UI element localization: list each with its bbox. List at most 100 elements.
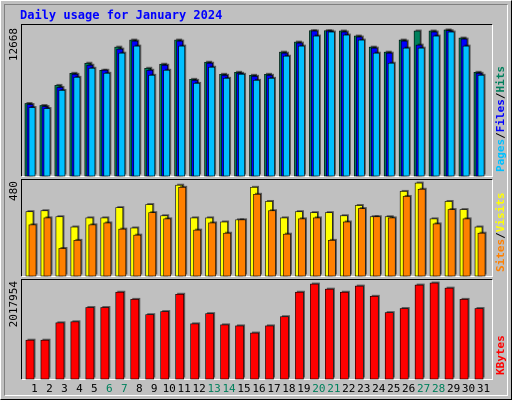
x-tick-label: 6: [106, 382, 113, 395]
legend-separator: /: [494, 232, 507, 239]
bar: [444, 287, 454, 380]
x-tick-label: 31: [477, 382, 490, 395]
panel-border: [21, 179, 493, 277]
bar: [253, 80, 260, 177]
bar: [298, 218, 306, 277]
panel-border: [21, 279, 493, 380]
bar: [220, 324, 229, 380]
bar: [148, 212, 157, 277]
bar: [85, 307, 95, 380]
bar: [28, 107, 36, 177]
bar: [343, 34, 350, 177]
x-tick-label: 26: [402, 382, 415, 395]
y-tick-label: 12668: [7, 28, 20, 61]
bar: [160, 311, 170, 380]
bar: [43, 108, 51, 177]
bar: [325, 288, 334, 380]
legend-entry: Files: [494, 99, 507, 132]
bar: [295, 291, 304, 380]
x-tick-label: 27: [417, 382, 430, 395]
bar: [253, 194, 261, 277]
bar: [343, 221, 351, 277]
bar: [283, 233, 291, 277]
bar: [178, 45, 185, 177]
bar: [280, 316, 289, 380]
panel-border: [21, 179, 493, 277]
bar: [432, 223, 441, 277]
legend-separator: /: [494, 132, 507, 139]
bar: [387, 62, 395, 177]
x-tick-label: 1: [31, 382, 38, 395]
bar: [58, 248, 67, 277]
bar: [265, 325, 274, 380]
bar: [462, 218, 471, 277]
x-tick-label: 16: [252, 382, 265, 395]
bar: [88, 224, 97, 277]
bar: [130, 299, 140, 380]
y-tick-label: 2017954: [7, 281, 20, 328]
chart-title: Daily usage for January 2024: [20, 8, 222, 22]
bar: [175, 293, 184, 380]
bar: [235, 325, 244, 380]
bevel: [4, 4, 508, 396]
legend-entry: Pages: [494, 139, 507, 172]
bar: [447, 31, 455, 177]
x-tick-label: 24: [372, 382, 386, 395]
x-tick-label: 9: [151, 382, 158, 395]
x-tick-label: 7: [121, 382, 128, 395]
legend-entry: Visits: [494, 193, 507, 233]
bar: [417, 188, 426, 277]
x-tick-label: 28: [432, 382, 445, 395]
bar: [28, 224, 37, 277]
x-tick-label: 12: [193, 382, 206, 395]
x-tick-label: 18: [282, 382, 295, 395]
bar: [283, 55, 290, 177]
bar: [238, 219, 246, 277]
bar: [115, 291, 125, 380]
bar: [402, 196, 411, 277]
x-tick-label: 19: [297, 382, 310, 395]
bar: [399, 308, 409, 380]
x-tick-label: 4: [76, 382, 83, 395]
x-tick-label: 23: [357, 382, 370, 395]
bar: [193, 83, 200, 177]
panel-border: [21, 279, 493, 380]
x-tick-label: 15: [237, 382, 250, 395]
bar: [70, 321, 80, 380]
y-tick-label: 480: [7, 181, 20, 201]
bar: [372, 216, 381, 277]
bar: [417, 47, 425, 177]
bevel: [4, 4, 508, 396]
bar: [193, 229, 201, 277]
bar: [372, 52, 380, 177]
bar: [357, 208, 366, 277]
x-tick-label: 3: [61, 382, 68, 395]
bar: [118, 228, 127, 277]
x-tick-label: 8: [136, 382, 143, 395]
bar: [414, 284, 424, 380]
bar: [100, 307, 110, 380]
x-tick-label: 30: [462, 382, 475, 395]
bar: [25, 339, 35, 380]
bar: [477, 75, 485, 177]
bar: [58, 90, 66, 177]
bar: [447, 209, 456, 277]
bar: [340, 291, 349, 380]
bar: [238, 74, 245, 177]
bar: [477, 232, 486, 277]
bar: [474, 308, 484, 380]
x-tick-label: 29: [447, 382, 460, 395]
bar: [205, 313, 214, 380]
bar: [118, 52, 126, 177]
bar: [103, 222, 112, 277]
bar: [223, 78, 230, 177]
legend-entry: KBytes: [494, 335, 507, 375]
x-tick-label: 5: [91, 382, 98, 395]
panel-border: [21, 24, 493, 177]
legend: KBytes: [494, 335, 507, 375]
bar: [148, 75, 156, 177]
x-tick-label: 11: [178, 382, 191, 395]
bar: [384, 312, 394, 380]
